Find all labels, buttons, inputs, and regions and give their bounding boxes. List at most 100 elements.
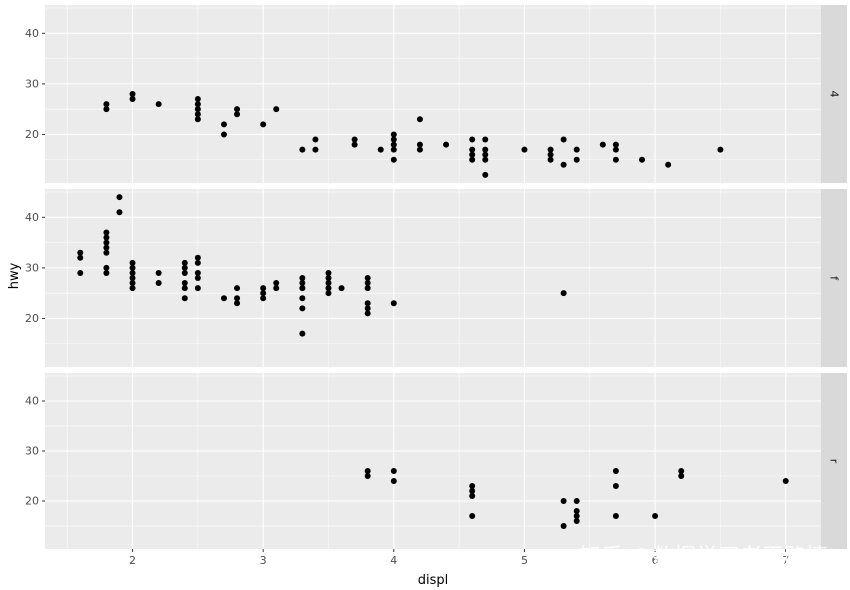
data-point [194, 259, 201, 266]
x-tick-label: 6 [652, 554, 659, 567]
data-point [443, 141, 450, 148]
data-point [155, 280, 162, 287]
data-point [299, 275, 306, 281]
y-tick-label: 30 [25, 77, 39, 90]
data-point [325, 290, 332, 297]
facet-panel-4: 4 [45, 5, 847, 183]
data-point [573, 508, 580, 514]
data-point [234, 295, 241, 302]
data-point [469, 493, 476, 499]
data-point [181, 285, 188, 292]
data-point [573, 498, 580, 504]
data-point [364, 280, 371, 287]
data-point [155, 101, 162, 108]
data-point [299, 330, 306, 337]
data-point [194, 275, 201, 281]
data-point [325, 285, 332, 292]
data-point [260, 290, 267, 297]
data-point [194, 101, 201, 108]
data-point [234, 111, 241, 118]
data-point [338, 285, 345, 292]
axes-layer: 20 30 40 20 30 40 20 30 40 2 3 4 5 6 7 [25, 27, 789, 567]
facet-strip-label: 4 [828, 91, 841, 98]
data-point [77, 249, 84, 256]
facet-panel-f: f [45, 189, 847, 367]
data-point [325, 280, 332, 287]
data-point [678, 473, 685, 479]
facet-panel-r: r [45, 373, 847, 549]
data-point [129, 91, 136, 97]
data-point [103, 249, 110, 256]
data-point [273, 106, 280, 113]
data-point [299, 305, 306, 312]
y-tick-label: 20 [25, 495, 39, 508]
data-point [312, 136, 319, 143]
data-point [234, 285, 241, 292]
data-point [181, 259, 188, 266]
data-point [181, 269, 188, 276]
data-point [103, 244, 110, 251]
x-tick-label: 2 [129, 554, 136, 567]
data-point [547, 156, 554, 163]
data-point [612, 156, 619, 163]
data-point [390, 146, 397, 153]
data-point [194, 96, 201, 103]
data-point [181, 295, 188, 302]
facet-strip-label: r [828, 459, 841, 464]
data-point [129, 269, 136, 276]
data-point [469, 136, 476, 143]
data-point [364, 310, 371, 317]
data-point [194, 285, 201, 292]
data-point [129, 280, 136, 287]
data-point [521, 146, 528, 153]
data-point [390, 131, 397, 138]
data-point [469, 513, 476, 519]
data-point [573, 518, 580, 524]
data-point [194, 254, 201, 261]
data-point [194, 111, 201, 118]
data-point [390, 468, 397, 474]
data-point [299, 280, 306, 287]
data-point [390, 156, 397, 163]
data-point [312, 146, 319, 153]
data-point [234, 300, 241, 307]
facet-strip [821, 373, 847, 549]
data-point [260, 285, 267, 292]
facet-strip [821, 189, 847, 367]
data-point [299, 146, 306, 153]
data-point [299, 295, 306, 302]
data-point [390, 478, 397, 484]
y-tick-label: 40 [25, 211, 39, 224]
data-point [469, 146, 476, 153]
y-tick-label: 40 [25, 27, 39, 40]
y-tick-label: 40 [25, 395, 39, 408]
y-tick-label: 20 [25, 128, 39, 141]
data-point [351, 136, 358, 143]
data-point [129, 285, 136, 292]
data-point [273, 285, 280, 292]
data-point [599, 141, 606, 148]
facet-points-f [77, 194, 567, 337]
facet-points-r [364, 468, 789, 529]
data-point [560, 498, 567, 504]
data-point [103, 234, 110, 241]
data-point [469, 488, 476, 494]
data-point [612, 513, 619, 519]
data-point [547, 151, 554, 158]
data-point [103, 269, 110, 276]
data-point [194, 116, 201, 123]
data-point [717, 146, 724, 153]
data-point [181, 280, 188, 287]
data-point [416, 146, 423, 153]
panels-layer: 4 f r [45, 5, 847, 549]
data-point [325, 275, 332, 281]
data-point [155, 269, 162, 276]
data-point [103, 106, 110, 113]
data-point [273, 280, 280, 287]
data-point [364, 305, 371, 312]
data-point [351, 141, 358, 148]
data-point [612, 146, 619, 153]
data-point [377, 146, 384, 153]
